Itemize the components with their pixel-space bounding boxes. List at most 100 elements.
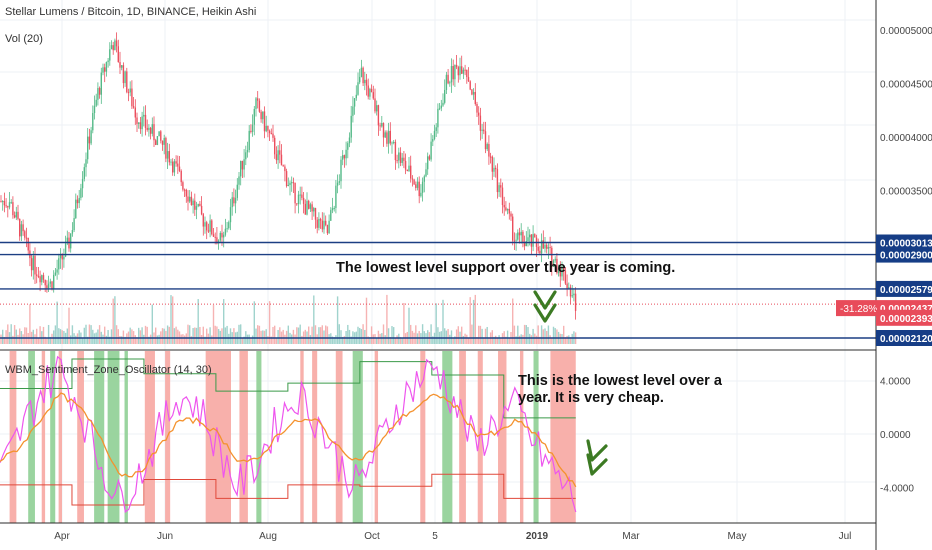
volume-bar — [166, 325, 169, 344]
candle-body — [544, 244, 546, 249]
volume-bar — [430, 324, 432, 344]
candle-body — [238, 176, 240, 185]
time-tick-label: Jun — [157, 531, 173, 542]
candle-body — [270, 133, 272, 135]
candle-body — [343, 155, 346, 159]
volume-bar — [233, 328, 235, 344]
volume-bar — [333, 337, 335, 344]
candle-body — [471, 89, 473, 95]
candle-body — [377, 105, 380, 126]
time-tick-label: Aug — [259, 531, 277, 542]
candle-body — [391, 142, 393, 144]
volume-bar — [223, 299, 225, 344]
candle-body — [432, 138, 434, 142]
volume-bar — [415, 325, 417, 344]
green-zone — [124, 351, 128, 523]
candle-body — [165, 137, 167, 159]
volume-bar — [563, 325, 565, 344]
candle-body — [510, 213, 512, 217]
volume-bar — [389, 336, 391, 344]
volume-bar — [199, 326, 201, 344]
volume-bar — [29, 304, 31, 344]
candle-body — [70, 233, 72, 249]
candle-body — [8, 202, 11, 208]
volume-bar — [277, 329, 279, 344]
volume-bar — [387, 328, 390, 344]
candle-body — [127, 92, 130, 94]
candle-body — [42, 275, 45, 280]
volume-bar — [177, 329, 179, 344]
volume-bar — [13, 325, 16, 344]
candle-body — [440, 105, 442, 109]
volume-bar — [226, 325, 228, 344]
candle-body — [403, 157, 405, 161]
volume-bar — [401, 337, 403, 344]
green-zone — [107, 351, 120, 523]
oscillator-axis[interactable]: 4.0000 0.0000 -4.0000 — [880, 376, 914, 494]
volume-bar — [532, 328, 534, 344]
volume-bar — [109, 336, 111, 344]
volume-bar — [483, 337, 485, 344]
volume-bar — [88, 324, 91, 344]
candle-body — [78, 197, 80, 204]
candle-body — [245, 152, 247, 160]
candle-body — [302, 197, 305, 204]
candle-body — [138, 122, 140, 124]
volume-bar — [192, 328, 194, 344]
candle-body — [364, 79, 366, 84]
candle-body — [170, 161, 172, 163]
candle-body — [71, 230, 74, 234]
candle-body — [219, 232, 221, 241]
volume-bar — [102, 334, 104, 344]
candle-body — [76, 199, 79, 204]
time-axis[interactable]: Apr Jun Aug Oct 5 2019 Mar May Jul — [54, 531, 851, 542]
volume-bar — [12, 335, 14, 344]
volume-bar — [472, 299, 475, 344]
volume-bar — [457, 326, 459, 344]
volume-bar — [365, 297, 368, 344]
volume-bar — [376, 337, 378, 344]
symbol-title: Stellar Lumens / Bitcoin, 1D, BINANCE, H… — [5, 6, 256, 18]
green-zone — [442, 351, 453, 523]
candle-body — [564, 270, 567, 284]
price-axis[interactable]: 0.00005000 0.00004500 0.00004000 0.00003500… — [836, 26, 932, 346]
volume-bar — [513, 325, 516, 344]
level-label: 0.00002120 — [880, 334, 932, 345]
candle-body — [258, 100, 261, 112]
volume-bar — [367, 336, 369, 344]
volume-bar — [241, 337, 244, 344]
support-levels[interactable] — [0, 241, 876, 339]
candle-body — [518, 232, 521, 236]
volume-bar — [331, 336, 334, 344]
volume-bar — [569, 337, 572, 344]
candle-body — [398, 152, 400, 161]
candle-body — [131, 88, 133, 107]
volume-bar — [326, 326, 329, 344]
volume-bar — [444, 328, 446, 344]
oscillator-annotation-line2: year. It is very cheap. — [518, 390, 664, 406]
red-zone — [77, 351, 84, 523]
volume-bar — [500, 337, 502, 344]
candle-body — [268, 130, 271, 134]
volume-bar — [36, 328, 38, 344]
candle-body — [527, 237, 529, 242]
volume-bar — [19, 328, 21, 344]
candle-body — [517, 232, 519, 240]
candle-body — [132, 106, 135, 108]
candle-body — [479, 115, 482, 131]
candle-body — [466, 69, 468, 78]
volume-bar — [182, 334, 184, 344]
volume-bar — [571, 333, 573, 344]
volume-bar — [338, 324, 340, 344]
candle-body — [260, 111, 262, 120]
volume-bar — [369, 337, 371, 344]
volume-bar — [37, 337, 40, 344]
candle-body — [87, 136, 89, 160]
candle-body — [88, 136, 91, 144]
volume-bar — [255, 328, 257, 344]
volume-bar — [53, 330, 55, 344]
candle-body — [513, 240, 516, 242]
volume-bar — [257, 325, 259, 344]
volume-bar — [107, 330, 109, 344]
